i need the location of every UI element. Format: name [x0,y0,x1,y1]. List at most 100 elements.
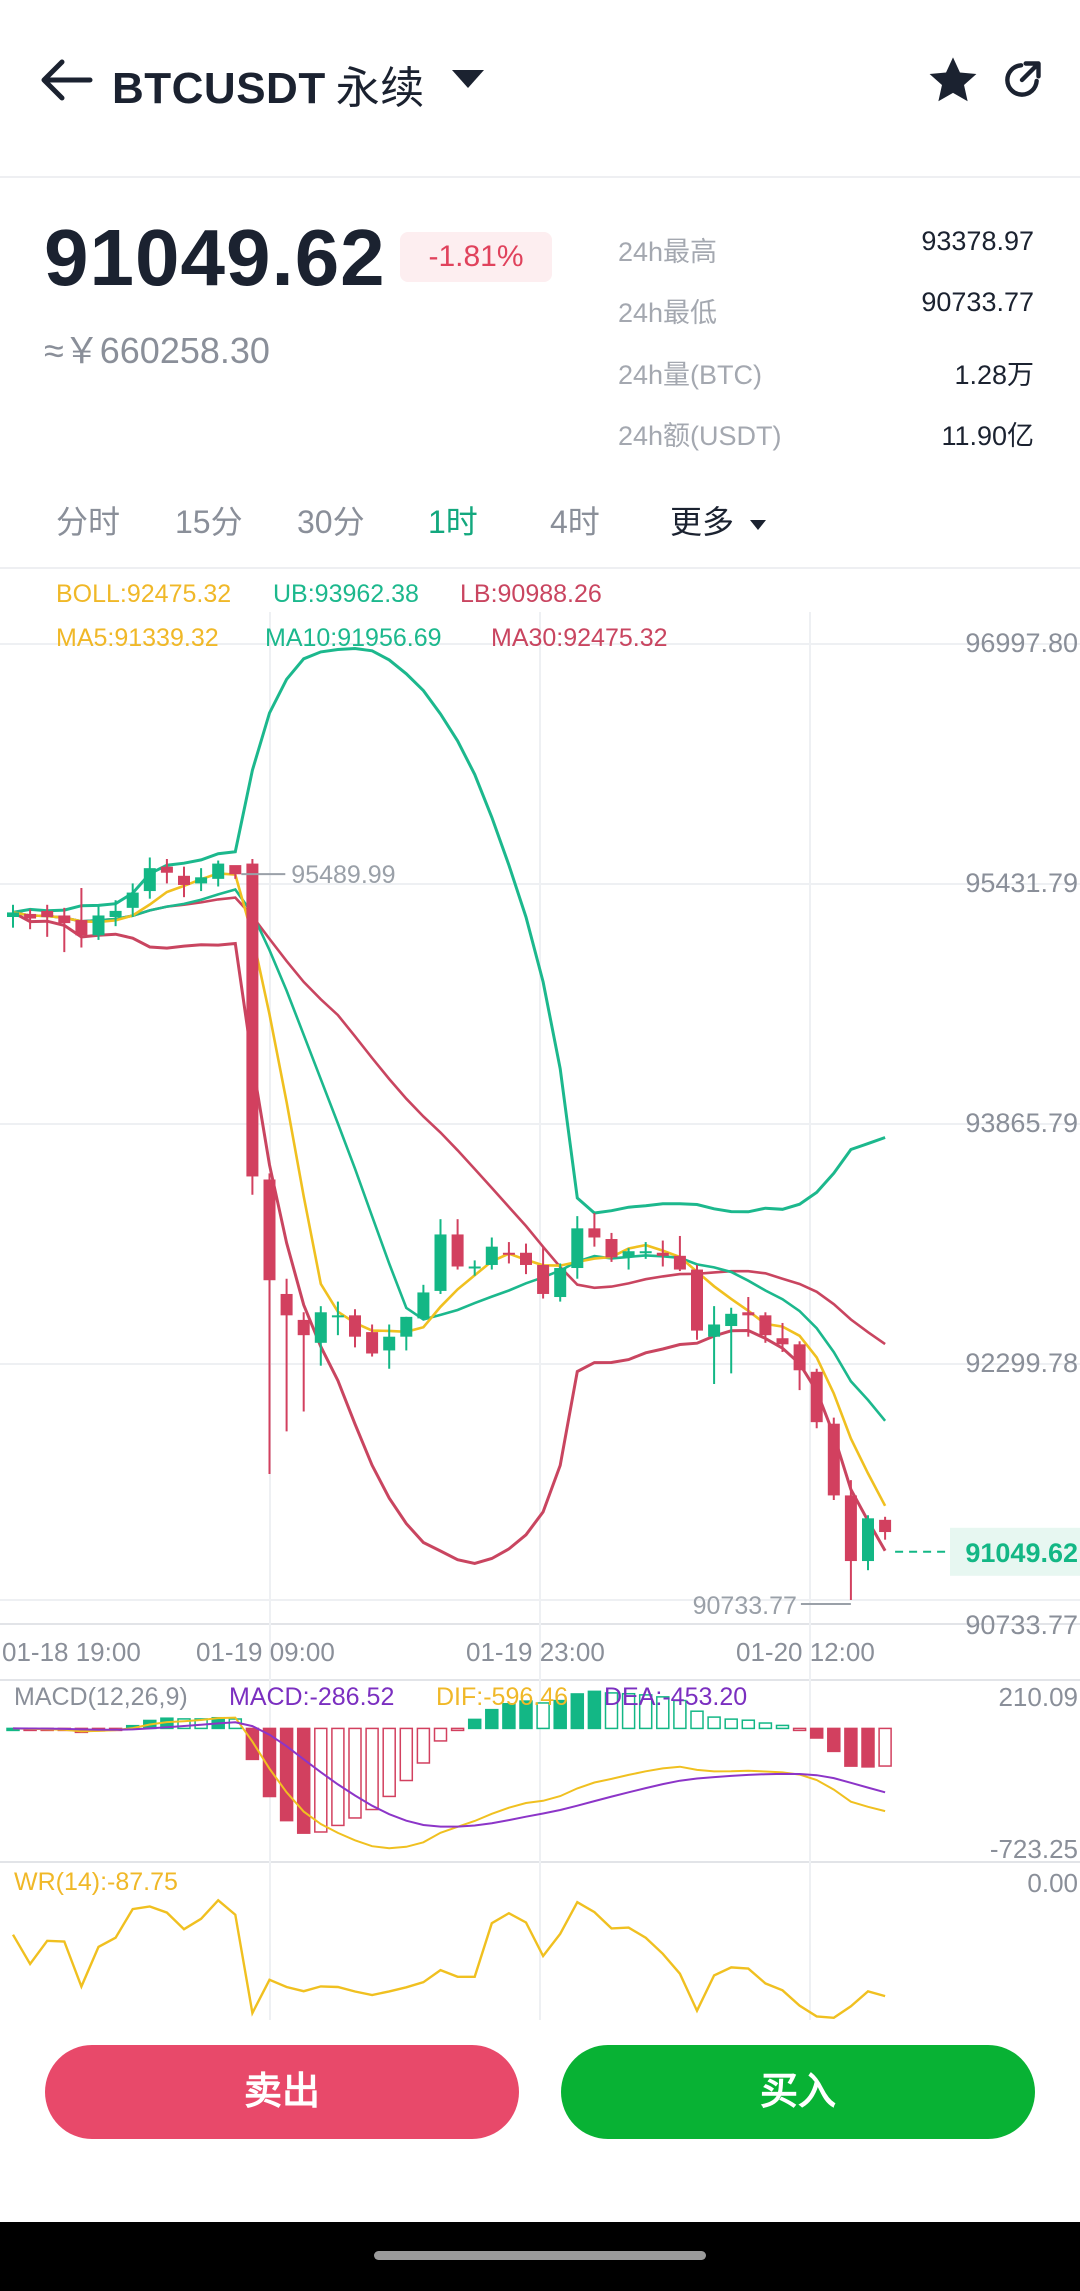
star-icon[interactable] [926,54,980,108]
low-marker-label: 90733.77 [693,1592,797,1620]
caret-down-icon [749,519,766,530]
wr-panel: 0.00 [11,1868,1078,2020]
kline-chart[interactable]: 95489.99 90733.77 91049.62 96997.80 95431.7… [0,570,1080,2020]
macd-histogram-bar [245,1727,260,1761]
macd-histogram-bar [485,1708,499,1730]
boll-bands [12,646,887,1566]
candle-body [366,1332,379,1354]
candle-body [434,1234,447,1291]
candle-body [75,920,88,936]
legend-wr: WR(14):-87.75 [14,1868,178,1896]
contract-type: 永续 [335,64,425,113]
home-indicator[interactable] [374,2251,706,2260]
macd-histogram-bar [827,1727,841,1753]
tabs-divider [0,567,1080,569]
macd-histogram-bar [502,1703,516,1730]
candle-body [195,877,208,884]
macd-histogram-bar [570,1693,585,1730]
macd-histogram-bar [450,1727,465,1732]
symbol-name: BTCUSDT [112,64,326,113]
candle-body [229,865,242,875]
ma30-line [12,896,886,1346]
moving-averages [12,872,887,1507]
wr-axis-label: 0.00 [1027,1868,1078,1898]
macd-histogram-bar [314,1727,328,1833]
candle-body [827,1423,840,1496]
stat-value-24h-volume: 1.28万 [954,360,1034,390]
price-axis-label: 95431.79 [965,868,1078,898]
sell-button[interactable]: 卖出 [45,2045,519,2139]
price-axis-label: 96997.80 [965,628,1078,658]
stat-value-24h-turnover: 11.90亿 [941,421,1034,451]
legend-ma5: MA5:91339.32 [56,624,219,652]
candle-body [280,1293,293,1316]
tab-more[interactable]: 更多 [670,497,767,543]
price-axis-label: 90733.77 [965,1610,1078,1640]
candle-body [297,1319,310,1336]
legend-boll: BOLL:92475.32 [56,580,232,608]
candle-body [793,1344,806,1371]
candle-body [844,1495,857,1562]
macd-histogram-bar [365,1727,379,1811]
macd-histogram-bar [433,1727,448,1742]
candle-body [708,1324,721,1337]
candle-body [24,913,37,919]
macd-histogram-bar [792,1727,807,1732]
price-annotations: 95489.99 90733.77 91049.62 [241,861,1080,1620]
macd-histogram-bar [177,1718,191,1730]
time-axis-label: 01-19 23:00 [466,1637,605,1667]
macd-histogram-bar [878,1727,892,1767]
macd-histogram-bar [656,1696,670,1730]
price-axis: 96997.80 95431.79 93865.79 92299.78 90733.77 [965,628,1078,1640]
macd-histogram-bar [399,1727,414,1782]
legend-ub: UB:93962.38 [273,580,419,608]
tab-1h[interactable]: 1时 [428,504,478,540]
candle-body [178,875,190,885]
tab-4h[interactable]: 4时 [550,504,600,540]
legend-ma30: MA30:92475.32 [491,624,668,652]
tab-time-share[interactable]: 分时 [56,504,121,540]
candle-body [212,863,225,879]
candle-body [537,1264,550,1294]
candle-body [759,1315,772,1336]
macd-histogram-bar [604,1692,619,1730]
tab-30m[interactable]: 30分 [297,504,365,540]
candle-body [673,1255,686,1270]
macd-histogram-bar [861,1727,875,1768]
caret-down-icon[interactable] [450,68,486,90]
price-axis-label: 92299.78 [965,1348,1078,1378]
time-axis-label: 01-20 12:00 [736,1637,875,1667]
wr-line [11,1898,886,2020]
candle-body [263,1179,276,1281]
stat-value-24h-low: 90733.77 [921,287,1034,317]
symbol-title[interactable]: BTCUSDT 永续 [112,52,425,116]
candle-body [417,1292,430,1319]
time-axis-label: 01-18 19:00 [2,1637,141,1667]
candle-body [725,1313,738,1327]
time-axis: 01-18 19:00 01-19 09:00 01-19 23:00 01-20 1… [2,1637,875,1667]
buy-button[interactable]: 买入 [561,2045,1035,2139]
tab-15m[interactable]: 15分 [175,504,243,540]
macd-histogram-bar [296,1727,311,1834]
legend-macd: MACD:-286.52 [229,1683,395,1711]
macd-histogram-bar [741,1719,756,1730]
macd-histogram-bar [809,1727,824,1739]
candle-body [691,1269,703,1331]
candle-body [485,1246,498,1265]
share-icon[interactable] [1000,58,1044,102]
candle-body [143,868,156,892]
macd-histogram-bar [673,1699,687,1730]
candle-body [639,1251,652,1254]
macd-histogram-bar [707,1716,721,1730]
macd-histogram-bar [553,1699,567,1730]
stat-label-24h-low: 24h最低 [618,298,718,328]
legend-lb: LB:90988.26 [460,580,602,608]
stat-value-24h-high: 93378.97 [921,226,1034,256]
macd-histogram-bar [348,1727,362,1819]
macd-histogram-bar [279,1727,294,1822]
back-arrow-icon[interactable] [40,58,94,102]
candle-body [742,1312,755,1316]
top-bar: BTCUSDT 永续 [0,0,1080,178]
legend-ma10: MA10:91956.69 [265,624,442,652]
candle-body [331,1315,344,1318]
